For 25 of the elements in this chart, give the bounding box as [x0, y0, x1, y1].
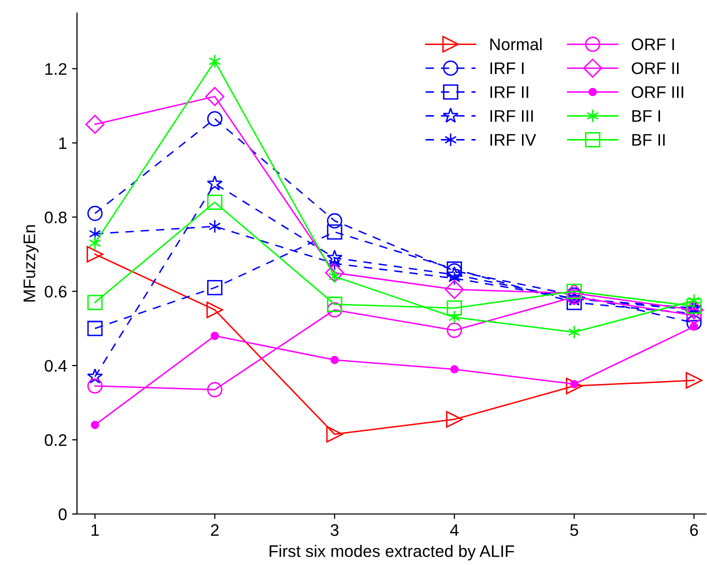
y-tick-label: 1.2 — [45, 63, 66, 75]
x-axis-title: First six modes extracted by ALIF — [270, 544, 514, 560]
y-tick-label: 0.4 — [44, 360, 67, 372]
legend-label: ORF I — [632, 38, 674, 50]
y-tick-label: 0.6 — [44, 286, 67, 298]
x-tick-label: 5 — [570, 524, 578, 536]
x-tick-label: 2 — [210, 524, 219, 536]
y-tick-label: 1 — [59, 137, 66, 149]
y-tick-label: 0.8 — [44, 212, 67, 224]
legend-label: ORF II — [632, 62, 679, 74]
legend-label: BF I — [632, 110, 660, 122]
legend-label: Normal — [490, 38, 542, 50]
x-tick-label: 3 — [330, 524, 338, 536]
y-axis-title: MFuzzyEn — [24, 225, 39, 302]
y-tick-label: 0 — [58, 508, 67, 520]
legend-label: ORF III — [632, 86, 684, 98]
legend-label: IRF I — [490, 62, 524, 74]
legend-label: IRF II — [490, 86, 528, 98]
x-tick-label: 6 — [690, 524, 698, 536]
legend-label: IRF IV — [490, 134, 536, 146]
legend-label: BF II — [632, 134, 665, 146]
x-tick-label: 1 — [92, 524, 99, 536]
y-tick-label: 0.2 — [44, 434, 66, 446]
x-tick-label: 4 — [450, 524, 459, 536]
legend-label: IRF III — [490, 110, 533, 122]
